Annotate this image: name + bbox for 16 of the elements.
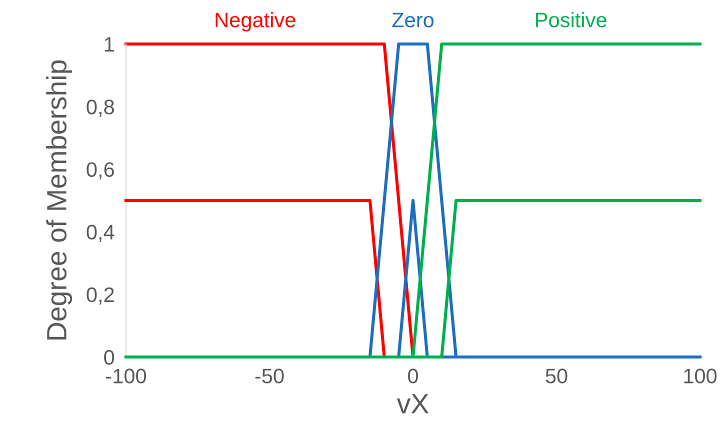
series-label: Negative — [216, 12, 296, 32]
x-tick-label: 100 — [684, 368, 717, 384]
y-tick-label: 0,4 — [86, 224, 114, 242]
y-tick-label: 0,6 — [86, 162, 114, 180]
x-tick-label: 50 — [546, 368, 568, 384]
series-label: Zero — [392, 12, 434, 28]
series-label: Positive — [536, 12, 606, 28]
y-tick-label: 0,8 — [86, 100, 114, 117]
x-tick-label: -100 — [106, 368, 146, 384]
x-axis-title: vX — [396, 394, 429, 414]
y-tick-label: 1 — [104, 37, 114, 52]
y-tick-label: 0,2 — [86, 287, 114, 305]
y-axis-title: Degree of Membership — [46, 60, 72, 340]
x-tick-label: -50 — [255, 368, 284, 384]
x-tick-label: 0 — [408, 368, 418, 384]
y-tick-label: 0 — [104, 350, 114, 365]
